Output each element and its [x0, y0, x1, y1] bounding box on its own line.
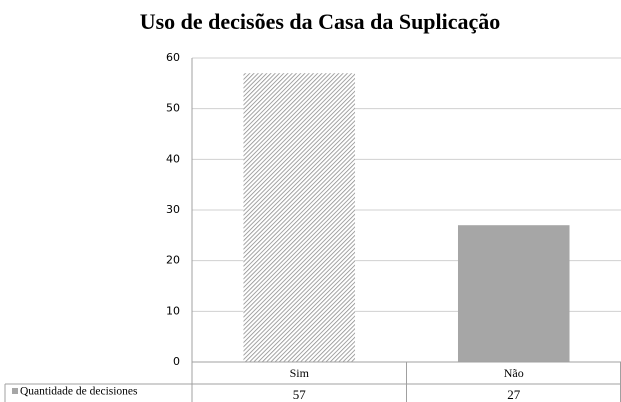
y-tick-label: 50 [166, 102, 180, 115]
y-tick-label: 20 [166, 254, 180, 267]
y-tick-label: 10 [166, 304, 180, 317]
bar [243, 73, 356, 362]
x-tick-label: Não [504, 366, 524, 380]
table-value: 27 [507, 387, 521, 402]
legend-key [12, 388, 18, 394]
bar [457, 225, 570, 362]
y-tick-label: 0 [173, 355, 180, 368]
y-tick-label: 30 [166, 203, 180, 216]
y-tick-label: 40 [166, 152, 180, 165]
chart-title: Uso de decisões da Casa da Suplicação [140, 9, 501, 34]
x-tick-label: Sim [290, 366, 310, 380]
table-value: 57 [293, 387, 307, 402]
legend-label: Quantidade de decisiones [20, 386, 138, 398]
y-tick-label: 60 [166, 51, 180, 64]
